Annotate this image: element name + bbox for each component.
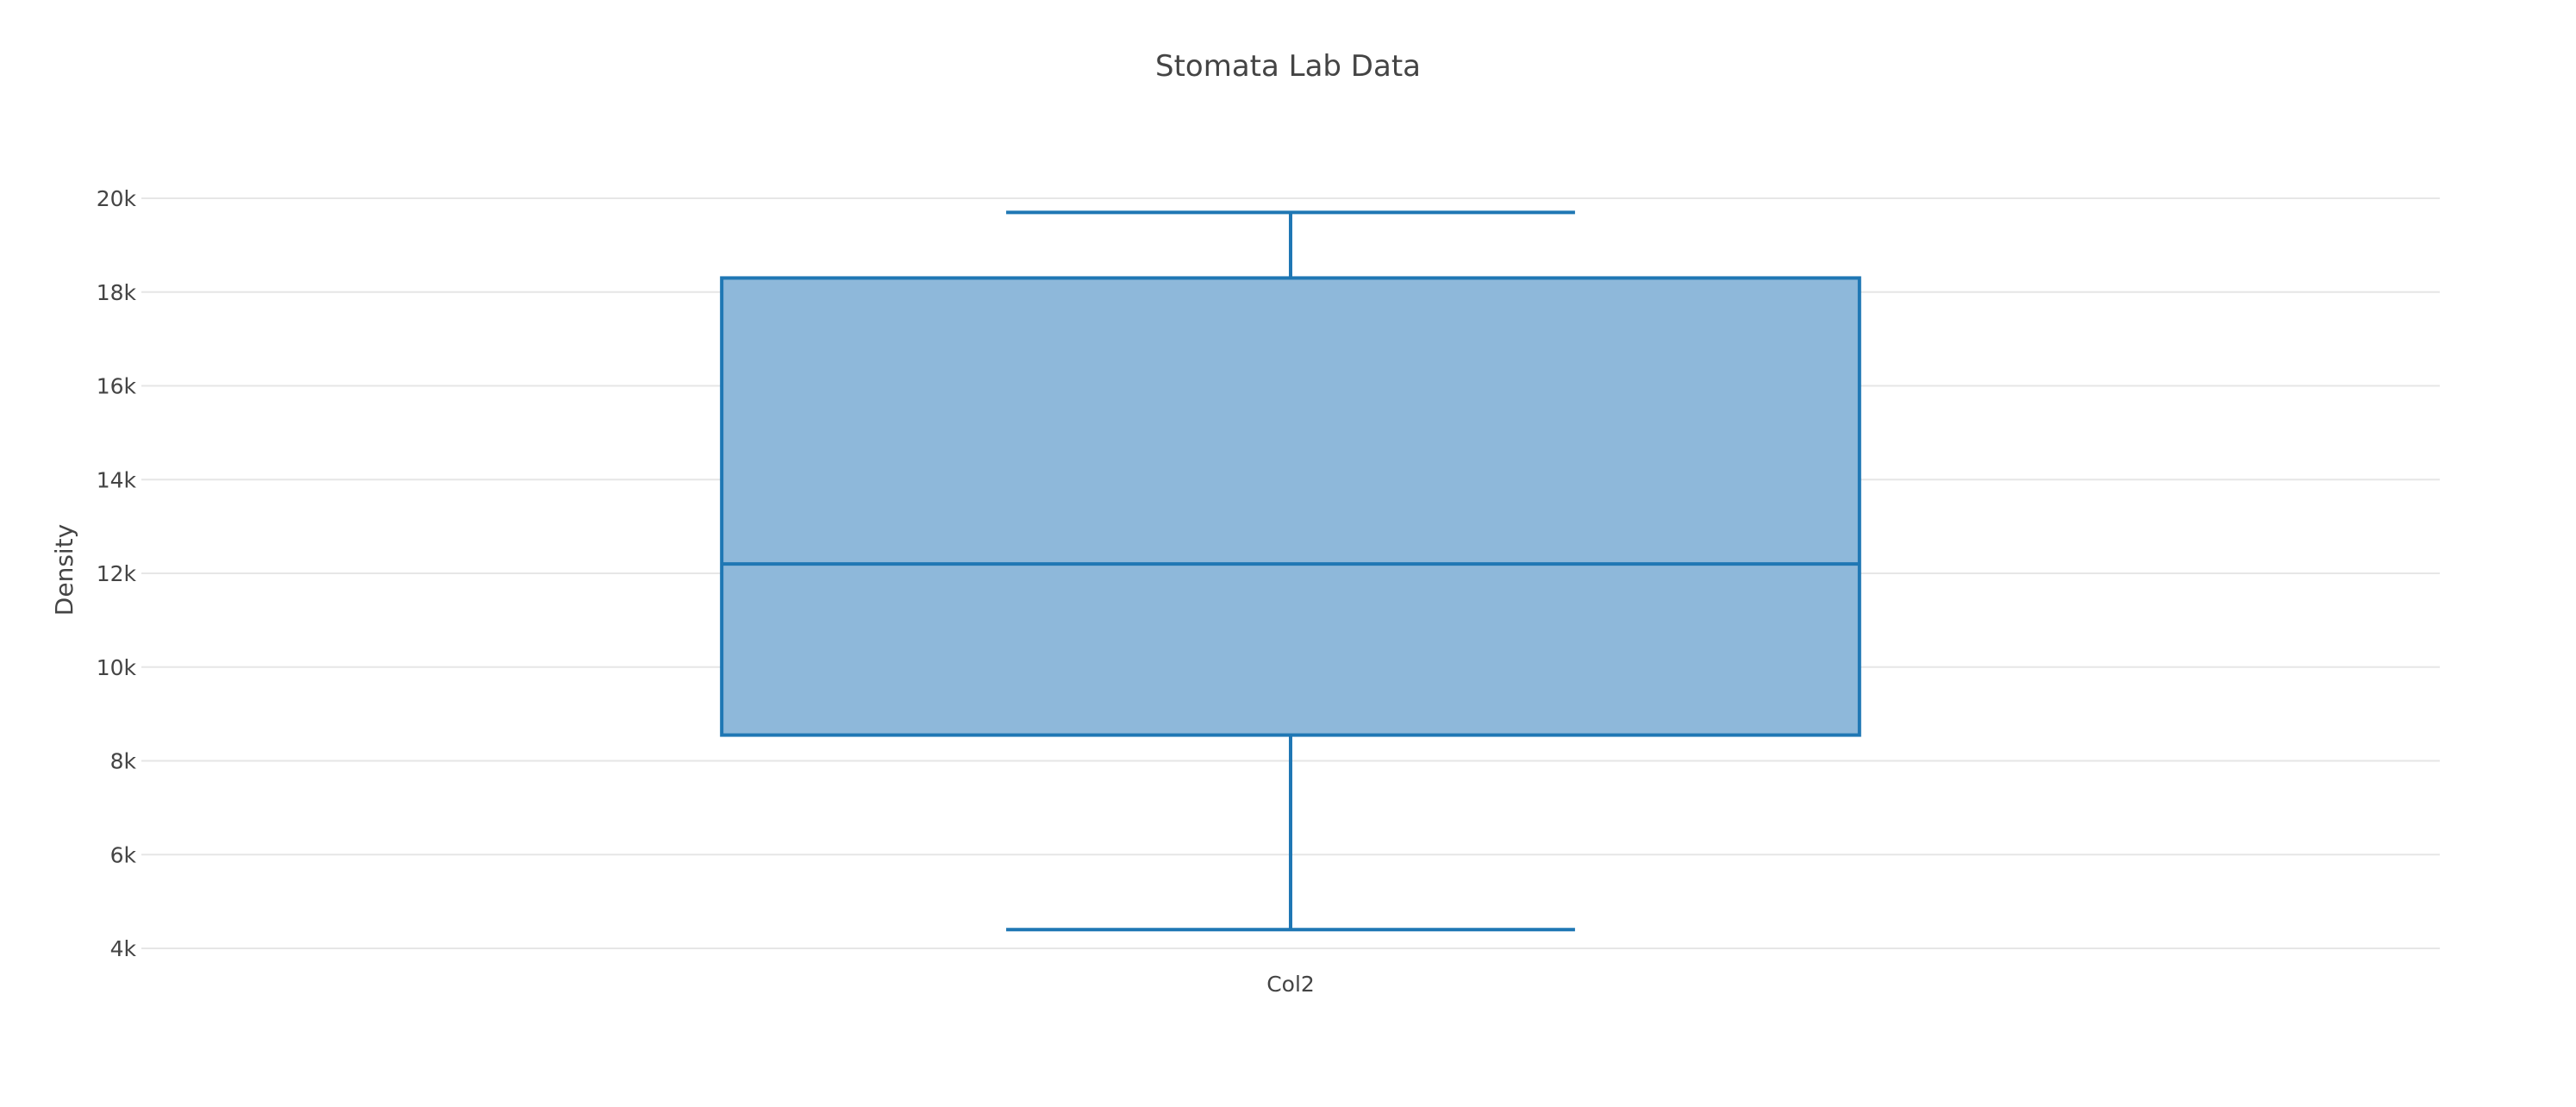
y-tick-label: 14k — [97, 467, 137, 492]
chart-title: Stomata Lab Data — [1155, 49, 1421, 84]
y-tick-label: 8k — [110, 749, 137, 774]
box-col2 — [720, 210, 1861, 932]
y-tick-label: 16k — [97, 374, 137, 399]
y-axis-title: Density — [50, 524, 78, 616]
y-tick-label: 10k — [97, 655, 137, 680]
y-tick-label: 12k — [97, 561, 137, 586]
x-tick-label: Col2 — [1266, 972, 1315, 997]
y-tick-label: 4k — [110, 936, 137, 961]
y-axis-ticks: 4k 6k 8k 10k 12k 14k 16k 18k 20k — [97, 186, 137, 961]
y-tick-label: 18k — [97, 280, 137, 305]
x-axis-ticks: Col2 — [1266, 972, 1315, 997]
y-tick-label: 6k — [110, 842, 137, 867]
interquartile-box — [720, 276, 1861, 737]
y-tick-label: 20k — [97, 186, 137, 211]
box-plot-group — [720, 210, 1861, 932]
